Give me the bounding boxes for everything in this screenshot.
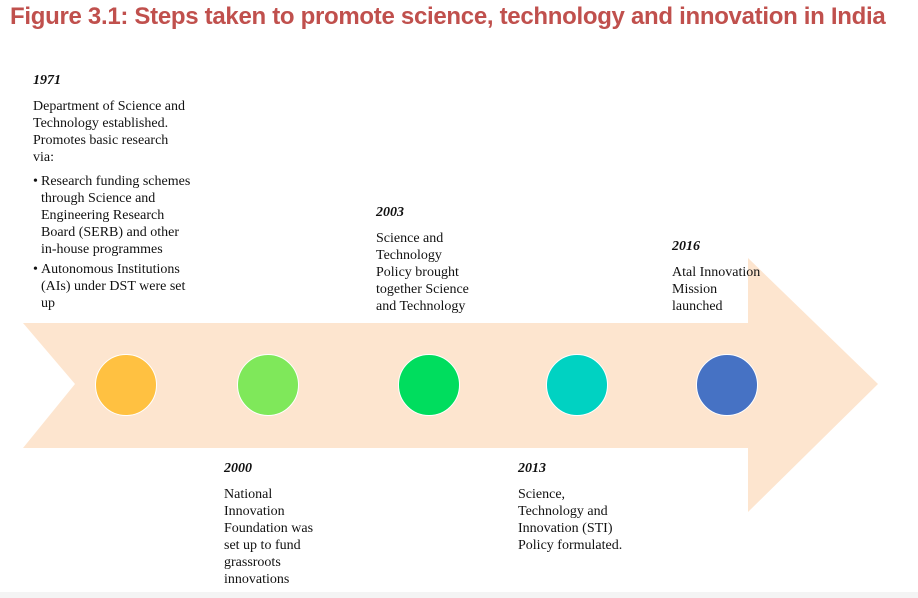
bullet-text: Research funding schemes through Science… bbox=[41, 174, 191, 257]
event-year: 2016 bbox=[672, 239, 700, 254]
event-year: 1971 bbox=[33, 73, 61, 88]
bullet-icon: • bbox=[33, 262, 38, 277]
event-1971: 1971 Department of Science and Technolog… bbox=[33, 72, 243, 315]
bullet-icon: • bbox=[33, 174, 38, 189]
event-year: 2000 bbox=[224, 461, 252, 476]
event-description: Atal Innovation Mission launched bbox=[672, 265, 761, 314]
event-bullet-item: • Autonomous Institutions (AIs) under DST… bbox=[33, 261, 243, 312]
event-year: 2003 bbox=[376, 205, 404, 220]
event-2016: 2016 Atal Innovation Mission launched bbox=[672, 238, 812, 315]
page-bottom-strip bbox=[0, 592, 918, 598]
event-2000: 2000 National Innovation Foundation was … bbox=[224, 460, 364, 588]
event-bullet-list: • Research funding schemes through Scienc… bbox=[33, 173, 243, 312]
figure-title: Figure 3.1: Steps taken to promote scien… bbox=[10, 3, 886, 30]
milestone-dot-2000 bbox=[237, 354, 299, 416]
milestone-dot-2013 bbox=[546, 354, 608, 416]
event-description: Department of Science and Technology est… bbox=[33, 99, 185, 165]
event-2013: 2013 Science, Technology and Innovation … bbox=[518, 460, 668, 554]
event-2003: 2003 Science and Technology Policy broug… bbox=[376, 204, 516, 315]
event-year: 2013 bbox=[518, 461, 546, 476]
milestone-dot-2016 bbox=[696, 354, 758, 416]
milestone-dot-1971 bbox=[95, 354, 157, 416]
event-description: Science and Technology Policy brought to… bbox=[376, 231, 469, 314]
event-description: Science, Technology and Innovation (STI)… bbox=[518, 487, 623, 553]
milestone-dot-2003 bbox=[398, 354, 460, 416]
bullet-text: Autonomous Institutions (AIs) under DST … bbox=[41, 262, 186, 311]
event-description: National Innovation Foundation was set u… bbox=[224, 487, 314, 587]
event-bullet-item: • Research funding schemes through Scienc… bbox=[33, 173, 243, 258]
